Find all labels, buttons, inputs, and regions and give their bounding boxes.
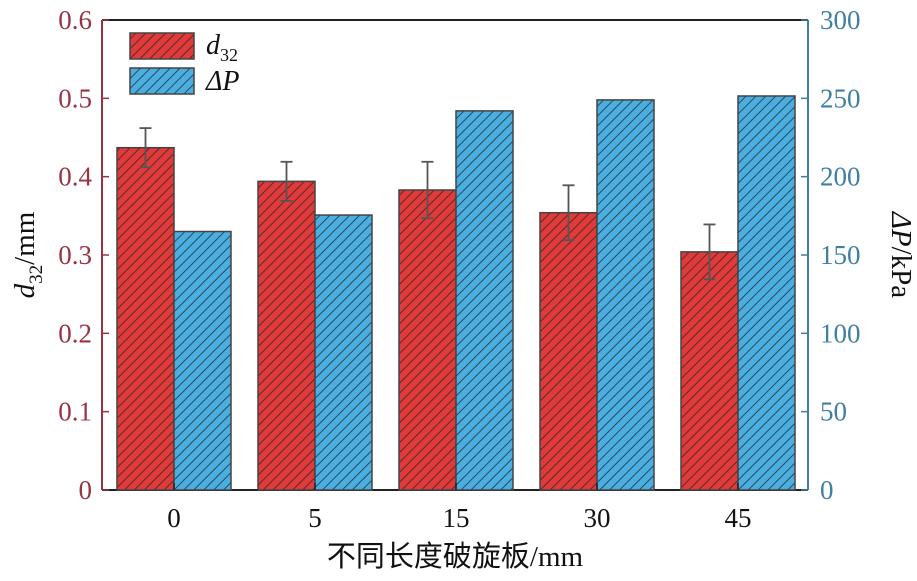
- x-tick-label-5: 5: [308, 503, 322, 533]
- legend-label-dp: ΔP: [205, 66, 240, 97]
- bar-d32-0: [116, 146, 175, 491]
- left-tick-label-0.4: 0.4: [58, 162, 92, 192]
- right-tick-label-300: 300: [820, 5, 861, 35]
- right-axis-title: ΔP/kPa: [885, 211, 917, 298]
- left-tick-label-0.6: 0.6: [58, 5, 92, 35]
- left-tick-label-0.1: 0.1: [58, 397, 92, 427]
- right-tick-label-0: 0: [820, 475, 834, 505]
- left-tick-label-0: 0: [79, 475, 93, 505]
- error-bar-d32-15: [421, 160, 434, 220]
- left-ticks-group: 0 0.1 0.2 0.3 0.4 0.5 0.6: [58, 5, 109, 505]
- error-bar-d32-0: [139, 127, 152, 169]
- right-ticks-group: 0 50 100 150 200 250 300: [801, 5, 861, 505]
- error-bar-d32-45: [703, 223, 716, 281]
- legend-label-d32: d32: [206, 30, 238, 65]
- x-axis-title: 不同长度破旋板/mm: [327, 540, 584, 573]
- error-bars-group: [139, 127, 716, 281]
- right-tick-label-100: 100: [820, 318, 861, 348]
- x-tick-label-30: 30: [584, 503, 611, 533]
- legend-swatch-d32: [129, 32, 195, 60]
- right-tick-label-200: 200: [820, 162, 861, 192]
- left-tick-label-0.2: 0.2: [58, 318, 92, 348]
- right-tick-label-50: 50: [820, 397, 847, 427]
- bar-d32-30: [539, 211, 598, 491]
- left-axis-title: d32/mm: [9, 211, 47, 298]
- bar-d32-5: [257, 180, 316, 491]
- bar-dp-15: [455, 110, 514, 491]
- bar-dp-45: [737, 95, 796, 491]
- left-tick-label-0.5: 0.5: [58, 83, 92, 113]
- error-bar-d32-30: [562, 184, 575, 242]
- legend: d32 ΔP: [129, 30, 240, 97]
- left-tick-label-0.3: 0.3: [58, 240, 92, 270]
- bars-group: [116, 95, 796, 491]
- error-bar-d32-5: [280, 160, 293, 202]
- bar-dp-30: [596, 99, 655, 491]
- legend-swatch-dp: [129, 67, 195, 95]
- bar-d32-15: [398, 189, 457, 491]
- x-ticks-group: 0 5 15 30 45: [167, 483, 752, 533]
- bar-dp-5: [314, 214, 373, 491]
- right-tick-label-150: 150: [820, 240, 861, 270]
- x-tick-label-45: 45: [725, 503, 752, 533]
- bar-d32-45: [680, 251, 739, 491]
- x-tick-label-0: 0: [167, 503, 181, 533]
- right-tick-label-250: 250: [820, 83, 861, 113]
- x-tick-label-15: 15: [443, 503, 470, 533]
- bar-dp-0: [173, 230, 232, 491]
